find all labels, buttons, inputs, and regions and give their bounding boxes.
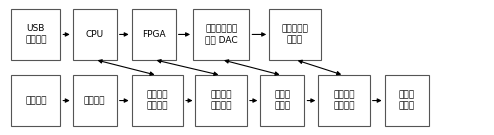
- Text: 电流电压转
换模块: 电流电压转 换模块: [282, 24, 308, 45]
- FancyBboxPatch shape: [131, 9, 176, 60]
- FancyBboxPatch shape: [260, 75, 304, 126]
- Text: 基线偏置
调节模块: 基线偏置 调节模块: [147, 90, 168, 111]
- Text: 高速数模转换
芯片 DAC: 高速数模转换 芯片 DAC: [205, 24, 238, 45]
- FancyBboxPatch shape: [131, 75, 183, 126]
- Text: FPGA: FPGA: [142, 30, 165, 39]
- FancyBboxPatch shape: [73, 9, 117, 60]
- FancyBboxPatch shape: [196, 75, 247, 126]
- Text: CPU: CPU: [85, 30, 104, 39]
- FancyBboxPatch shape: [384, 75, 429, 126]
- Text: 电源模块: 电源模块: [84, 96, 106, 105]
- FancyBboxPatch shape: [193, 9, 249, 60]
- Text: 高频滤
波网络: 高频滤 波网络: [274, 90, 290, 111]
- FancyBboxPatch shape: [73, 75, 117, 126]
- Text: 信号幅度
调节模块: 信号幅度 调节模块: [210, 90, 232, 111]
- Text: 电源接口: 电源接口: [25, 96, 46, 105]
- FancyBboxPatch shape: [318, 75, 370, 126]
- FancyBboxPatch shape: [11, 9, 60, 60]
- FancyBboxPatch shape: [269, 9, 321, 60]
- FancyBboxPatch shape: [11, 75, 60, 126]
- Text: 脉冲输
出接口: 脉冲输 出接口: [399, 90, 414, 111]
- Text: USB
通讯接口: USB 通讯接口: [25, 24, 46, 45]
- Text: 输出驱动
增强模块: 输出驱动 增强模块: [333, 90, 355, 111]
